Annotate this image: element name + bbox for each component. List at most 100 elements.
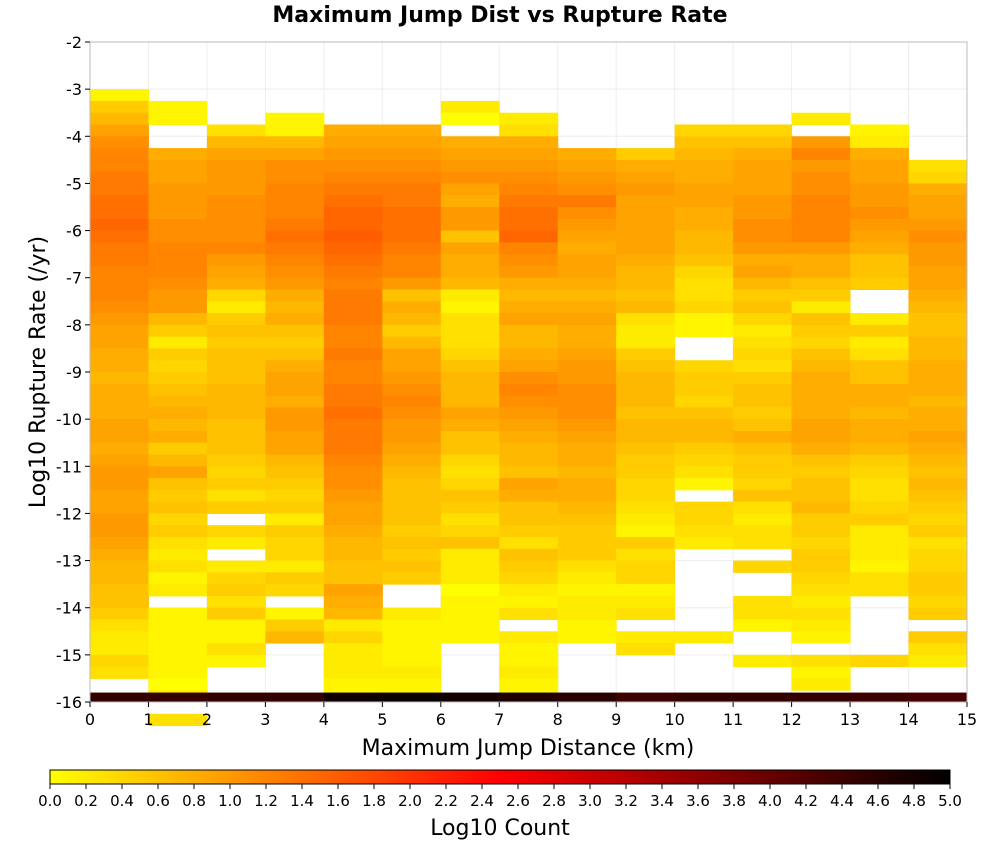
heatmap-cell bbox=[148, 183, 208, 196]
heatmap-cell bbox=[850, 572, 910, 585]
colorbar-tick-label: 4.6 bbox=[866, 792, 890, 810]
heatmap-cell bbox=[674, 692, 734, 702]
heatmap-cell bbox=[850, 407, 910, 420]
x-tick-label: 1 bbox=[143, 710, 153, 729]
heatmap-cell bbox=[206, 348, 266, 361]
heatmap-cell bbox=[440, 607, 500, 620]
y-tick-label: -16 bbox=[56, 693, 82, 712]
y-tick-label: -8 bbox=[66, 316, 82, 335]
heatmap-cell bbox=[908, 348, 968, 361]
heatmap-cell bbox=[440, 265, 500, 279]
heatmap-cell bbox=[908, 195, 968, 208]
heatmap-cell bbox=[791, 654, 851, 668]
heatmap-cell bbox=[206, 489, 266, 503]
heatmap-cell bbox=[499, 218, 559, 232]
heatmap-cell bbox=[206, 313, 266, 326]
y-tick-label: -6 bbox=[66, 222, 82, 241]
colorbar-tick-label: 2.8 bbox=[542, 792, 566, 810]
heatmap-cell bbox=[206, 631, 266, 644]
heatmap-cell bbox=[557, 289, 617, 302]
heatmap-cell bbox=[616, 631, 676, 644]
heatmap-cell bbox=[557, 336, 617, 349]
y-tick-label: -10 bbox=[56, 410, 82, 429]
heatmap-cell bbox=[148, 360, 208, 373]
heatmap-cell bbox=[733, 277, 793, 290]
heatmap-cell bbox=[206, 692, 266, 702]
heatmap-cell bbox=[791, 218, 851, 232]
heatmap-cell bbox=[148, 324, 208, 338]
heatmap-cell bbox=[499, 183, 559, 196]
heatmap-cell bbox=[323, 537, 383, 550]
heatmap-cell bbox=[557, 513, 617, 526]
heatmap-cell bbox=[382, 313, 442, 326]
heatmap-cell bbox=[616, 513, 676, 526]
heatmap-cell bbox=[206, 654, 266, 668]
heatmap-cell bbox=[265, 242, 325, 255]
heatmap-cell bbox=[265, 136, 325, 149]
heatmap-cell bbox=[440, 407, 500, 420]
heatmap-cell bbox=[206, 277, 266, 290]
heatmap-cell bbox=[557, 383, 617, 397]
heatmap-cell bbox=[265, 466, 325, 479]
heatmap-cell bbox=[674, 372, 734, 385]
heatmap-cell bbox=[674, 442, 734, 455]
heatmap-cell bbox=[499, 442, 559, 455]
heatmap-cell bbox=[382, 360, 442, 373]
heatmap-cell bbox=[382, 466, 442, 479]
heatmap-cell bbox=[850, 360, 910, 373]
heatmap-cell bbox=[382, 692, 442, 702]
heatmap-cell bbox=[674, 207, 734, 220]
heatmap-cell bbox=[557, 301, 617, 314]
heatmap-cell bbox=[674, 195, 734, 208]
heatmap-cell bbox=[850, 430, 910, 444]
heatmap-cell bbox=[674, 301, 734, 314]
heatmap-cell bbox=[265, 124, 325, 137]
heatmap-cell bbox=[323, 383, 383, 397]
heatmap-cell bbox=[499, 159, 559, 173]
heatmap-cell bbox=[850, 478, 910, 491]
heatmap-cell bbox=[323, 254, 383, 267]
heatmap-cell bbox=[674, 313, 734, 326]
heatmap-cell bbox=[616, 442, 676, 455]
heatmap-cell bbox=[499, 643, 559, 656]
heatmap-cell bbox=[440, 501, 500, 514]
colorbar-tick-label: 3.4 bbox=[650, 792, 674, 810]
heatmap-cell bbox=[791, 430, 851, 444]
heatmap-cell bbox=[733, 265, 793, 279]
heatmap-cell bbox=[323, 478, 383, 491]
heatmap-cell bbox=[265, 454, 325, 467]
heatmap-cell bbox=[674, 407, 734, 420]
heatmap-cell bbox=[148, 525, 208, 538]
heatmap-cell bbox=[791, 478, 851, 491]
heatmap-cell bbox=[265, 183, 325, 196]
heatmap-cell bbox=[499, 466, 559, 479]
heatmap-cell bbox=[265, 560, 325, 573]
heatmap-cell bbox=[908, 548, 968, 562]
heatmap-cell bbox=[791, 419, 851, 432]
heatmap-cell bbox=[850, 218, 910, 232]
heatmap-cell bbox=[90, 242, 149, 255]
heatmap-cell bbox=[674, 230, 734, 243]
heatmap-cell bbox=[148, 159, 208, 173]
heatmap-cell bbox=[90, 159, 149, 173]
heatmap-cell bbox=[90, 619, 149, 632]
heatmap-cell bbox=[908, 607, 968, 620]
heatmap-cell bbox=[850, 136, 910, 149]
heatmap-cell bbox=[557, 478, 617, 491]
heatmap-cell bbox=[733, 230, 793, 243]
heatmap-cell bbox=[557, 619, 617, 632]
heatmap-cell bbox=[557, 372, 617, 385]
heatmap-cell bbox=[206, 372, 266, 385]
x-axis-ticks: 0 1 2 3 4 5 6 7 8 9 10 11 12 13 14 15 bbox=[85, 702, 977, 729]
heatmap-cell bbox=[908, 643, 968, 656]
heatmap-cell bbox=[90, 207, 149, 220]
heatmap-cell bbox=[499, 631, 559, 644]
colorbar-tick-label: 2.0 bbox=[398, 792, 422, 810]
heatmap-cell bbox=[499, 348, 559, 361]
heatmap-cell bbox=[616, 595, 676, 609]
heatmap-cell bbox=[791, 313, 851, 326]
heatmap-cell bbox=[557, 265, 617, 279]
heatmap-cell bbox=[90, 148, 149, 161]
heatmap-cell bbox=[90, 183, 149, 196]
heatmap-cell bbox=[440, 395, 500, 408]
